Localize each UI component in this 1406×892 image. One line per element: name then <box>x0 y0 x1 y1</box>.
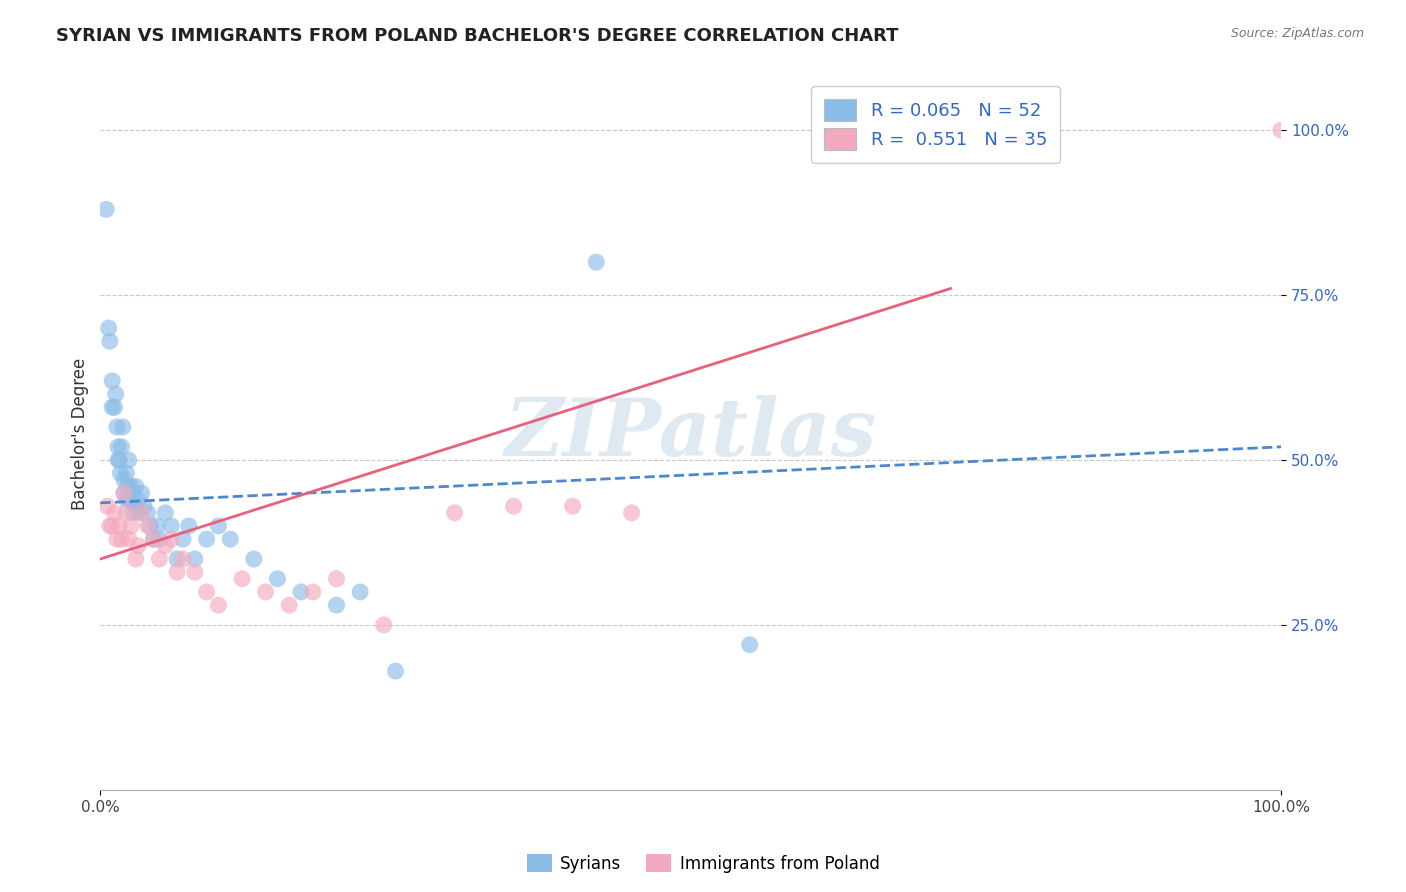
Point <box>132 499 155 513</box>
Point <box>110 532 132 546</box>
Point <box>128 506 150 520</box>
Legend: Syrians, Immigrants from Poland: Syrians, Immigrants from Poland <box>520 847 886 880</box>
Point <box>97 321 120 335</box>
Point <box>110 467 132 481</box>
Point <box>231 572 253 586</box>
Point <box>166 565 188 579</box>
Text: ZIPatlas: ZIPatlas <box>505 395 877 473</box>
Point <box>122 486 145 500</box>
Point <box>127 492 149 507</box>
Point <box>101 374 124 388</box>
Point <box>290 585 312 599</box>
Legend: R = 0.065   N = 52, R =  0.551   N = 35: R = 0.065 N = 52, R = 0.551 N = 35 <box>811 87 1060 163</box>
Point <box>98 519 121 533</box>
Point <box>325 572 347 586</box>
Point <box>115 467 138 481</box>
Point <box>103 506 125 520</box>
Point <box>136 519 159 533</box>
Point <box>115 506 138 520</box>
Point <box>148 532 170 546</box>
Point <box>302 585 325 599</box>
Point <box>207 519 229 533</box>
Point <box>148 552 170 566</box>
Point <box>111 420 134 434</box>
Point <box>120 519 142 533</box>
Text: Source: ZipAtlas.com: Source: ZipAtlas.com <box>1230 27 1364 40</box>
Point <box>207 598 229 612</box>
Point <box>136 506 159 520</box>
Point <box>131 506 153 520</box>
Point <box>142 532 165 546</box>
Point <box>104 387 127 401</box>
Point <box>219 532 242 546</box>
Point <box>155 506 177 520</box>
Point <box>139 519 162 533</box>
Point <box>112 486 135 500</box>
Point <box>243 552 266 566</box>
Point <box>172 552 194 566</box>
Point <box>266 572 288 586</box>
Point <box>142 532 165 546</box>
Point <box>172 532 194 546</box>
Point <box>120 479 142 493</box>
Point <box>125 479 148 493</box>
Point <box>121 506 143 520</box>
Point <box>184 552 207 566</box>
Point <box>112 486 135 500</box>
Point <box>278 598 301 612</box>
Point <box>502 499 524 513</box>
Point <box>131 486 153 500</box>
Point <box>110 440 132 454</box>
Point <box>384 664 406 678</box>
Point <box>146 519 169 533</box>
Point <box>443 506 465 520</box>
Point <box>160 519 183 533</box>
Point <box>96 202 118 217</box>
Point <box>349 585 371 599</box>
Point <box>118 532 141 546</box>
Point <box>101 519 124 533</box>
Point <box>1270 123 1292 137</box>
Point <box>118 453 141 467</box>
Point <box>125 552 148 566</box>
Point <box>107 440 129 454</box>
Point <box>325 598 347 612</box>
Point <box>107 453 129 467</box>
Y-axis label: Bachelor's Degree: Bachelor's Degree <box>72 358 89 509</box>
Point <box>105 420 128 434</box>
Point <box>373 618 395 632</box>
Point <box>155 539 177 553</box>
Point <box>98 334 121 349</box>
Point <box>620 506 643 520</box>
Point <box>112 473 135 487</box>
Point <box>561 499 583 513</box>
Point <box>108 519 131 533</box>
Point <box>585 255 607 269</box>
Point <box>103 401 125 415</box>
Point <box>738 638 761 652</box>
Point <box>195 585 218 599</box>
Point <box>254 585 277 599</box>
Point <box>125 499 148 513</box>
Point <box>118 492 141 507</box>
Point <box>127 539 149 553</box>
Point <box>101 401 124 415</box>
Point <box>160 532 183 546</box>
Point <box>166 552 188 566</box>
Point <box>117 479 139 493</box>
Point <box>177 519 200 533</box>
Point <box>184 565 207 579</box>
Point <box>115 492 138 507</box>
Text: SYRIAN VS IMMIGRANTS FROM POLAND BACHELOR'S DEGREE CORRELATION CHART: SYRIAN VS IMMIGRANTS FROM POLAND BACHELO… <box>56 27 898 45</box>
Point <box>108 453 131 467</box>
Point <box>96 499 118 513</box>
Point <box>195 532 218 546</box>
Point <box>105 532 128 546</box>
